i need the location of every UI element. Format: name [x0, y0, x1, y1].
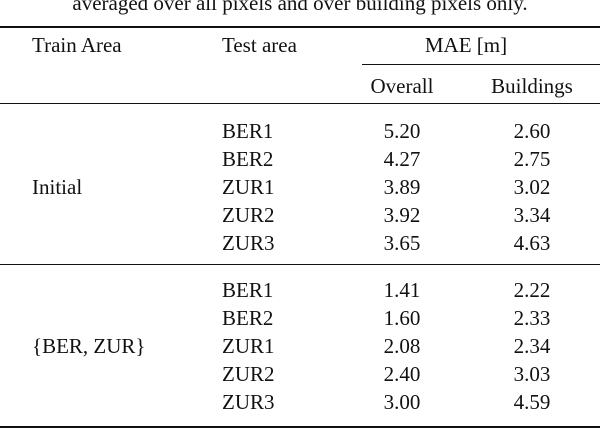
- overall-cell: 3.65: [383, 231, 421, 255]
- test-area-cell: ZUR3: [222, 390, 275, 414]
- buildings-cell: 4.59: [513, 390, 551, 414]
- overall-cell: 4.27: [383, 147, 421, 171]
- overall-cell: 3.00: [383, 390, 421, 414]
- overall-cell: 2.40: [383, 362, 421, 386]
- overall-cell: 3.89: [383, 175, 421, 199]
- buildings-cell: 3.02: [513, 175, 551, 199]
- test-area-cell: BER1: [222, 278, 274, 302]
- buildings-cell: 2.33: [513, 306, 551, 330]
- buildings-cell: 2.34: [513, 334, 551, 358]
- buildings-cell: 2.75: [513, 147, 551, 171]
- overall-cell: 1.60: [383, 306, 421, 330]
- test-area-cell: BER2: [222, 306, 274, 330]
- buildings-cell: 2.22: [513, 278, 551, 302]
- caption: averaged over all pixels and over buildi…: [72, 0, 528, 15]
- overall-cell: 2.08: [383, 334, 421, 358]
- test-area-cell: ZUR2: [222, 203, 275, 227]
- header-cell: Train Area: [32, 33, 122, 57]
- train-area-cell: {BER, ZUR}: [32, 334, 146, 358]
- buildings-cell: 3.34: [513, 203, 551, 227]
- test-area-cell: ZUR1: [222, 334, 275, 358]
- overall-cell: 5.20: [383, 119, 421, 143]
- header-cell: MAE [m]: [424, 33, 508, 57]
- header-rule: [0, 103, 600, 104]
- buildings-cell: 3.03: [513, 362, 551, 386]
- mid-rule: [362, 64, 600, 65]
- test-area-cell: ZUR1: [222, 175, 275, 199]
- buildings-cell: 2.60: [513, 119, 551, 143]
- test-area-cell: BER2: [222, 147, 274, 171]
- test-area-cell: BER1: [222, 119, 274, 143]
- bottom-rule: [0, 426, 600, 428]
- overall-cell: 3.92: [383, 203, 421, 227]
- train-area-cell: Initial: [32, 175, 83, 199]
- top-rule: [0, 26, 600, 28]
- overall-cell: 1.41: [383, 278, 421, 302]
- test-area-cell: ZUR3: [222, 231, 275, 255]
- header-cell: Buildings: [491, 74, 573, 98]
- header-cell: Test area: [222, 33, 297, 57]
- header-cell: Overall: [370, 74, 434, 98]
- group-rule: [0, 264, 600, 265]
- test-area-cell: ZUR2: [222, 362, 275, 386]
- buildings-cell: 4.63: [513, 231, 551, 255]
